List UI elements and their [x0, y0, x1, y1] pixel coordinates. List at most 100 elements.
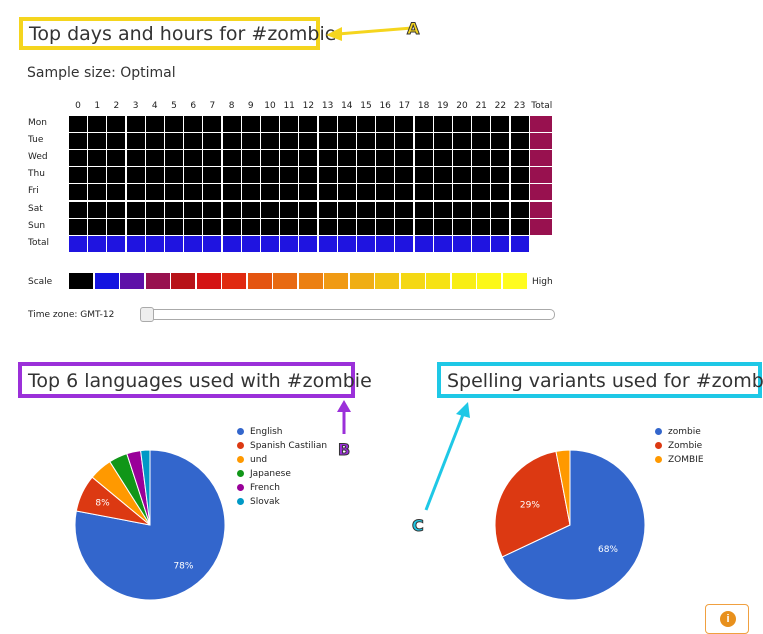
heatmap-cell[interactable]	[107, 184, 126, 201]
heatmap-cell[interactable]	[376, 235, 395, 252]
heatmap-cell[interactable]	[299, 150, 318, 167]
heatmap-cell[interactable]	[299, 201, 318, 218]
heatmap-cell[interactable]	[395, 116, 414, 132]
languages-legend-item[interactable]: Slovak	[237, 497, 280, 507]
heatmap-cell[interactable]	[203, 201, 222, 218]
spelling-legend-item[interactable]: ZOMBIE	[655, 455, 704, 465]
languages-slice[interactable]	[74, 449, 226, 601]
heatmap-cell[interactable]	[337, 235, 356, 252]
heatmap-cell[interactable]	[433, 167, 452, 184]
heatmap-cell[interactable]	[165, 167, 183, 184]
heatmap-cell[interactable]	[165, 235, 183, 252]
heatmap-cell[interactable]	[453, 167, 471, 184]
heatmap-cell[interactable]	[337, 167, 356, 184]
heatmap-cell[interactable]	[107, 218, 126, 235]
spelling-legend-item[interactable]: Zombie	[655, 441, 702, 451]
heatmap-cell[interactable]	[337, 150, 356, 167]
heatmap-cell[interactable]	[165, 201, 183, 218]
heatmap-cell[interactable]	[510, 218, 529, 235]
heatmap-cell[interactable]	[69, 116, 87, 132]
heatmap-cell[interactable]	[88, 150, 107, 167]
heatmap-cell[interactable]	[299, 184, 318, 201]
heatmap-cell[interactable]	[453, 218, 471, 235]
heatmap-cell[interactable]	[337, 218, 356, 235]
heatmap-cell[interactable]	[472, 218, 491, 235]
heatmap-cell[interactable]	[280, 133, 299, 150]
heatmap-cell[interactable]	[88, 116, 107, 132]
heatmap-cell[interactable]	[69, 235, 87, 252]
heatmap-cell[interactable]	[357, 235, 375, 252]
heatmap-cell[interactable]	[337, 184, 356, 201]
heatmap-cell[interactable]	[453, 184, 471, 201]
heatmap-cell[interactable]	[165, 150, 183, 167]
heatmap-cell[interactable]	[510, 184, 529, 201]
heatmap-cell[interactable]	[261, 167, 279, 184]
languages-slice[interactable]	[140, 449, 151, 526]
heatmap-cell[interactable]	[414, 150, 433, 167]
heatmap-cell[interactable]	[69, 218, 87, 235]
heatmap-cell[interactable]	[299, 133, 318, 150]
heatmap-cell[interactable]	[472, 184, 491, 201]
spelling-legend-item[interactable]: zombie	[655, 427, 701, 437]
heatmap-cell[interactable]	[529, 218, 552, 235]
heatmap-cell[interactable]	[510, 116, 529, 132]
heatmap-cell[interactable]	[145, 150, 164, 167]
heatmap-cell[interactable]	[126, 235, 145, 252]
heatmap-cell[interactable]	[126, 184, 145, 201]
heatmap-cell[interactable]	[222, 150, 241, 167]
heatmap-cell[interactable]	[318, 201, 337, 218]
heatmap-cell[interactable]	[529, 150, 552, 167]
spelling-slice[interactable]	[501, 449, 646, 601]
heatmap-cell[interactable]	[453, 201, 471, 218]
heatmap-cell[interactable]	[414, 218, 433, 235]
heatmap-cell[interactable]	[376, 167, 395, 184]
heatmap-cell[interactable]	[222, 201, 241, 218]
heatmap-cell[interactable]	[510, 133, 529, 150]
heatmap-cell[interactable]	[222, 218, 241, 235]
heatmap-cell[interactable]	[376, 150, 395, 167]
heatmap-cell[interactable]	[414, 167, 433, 184]
heatmap-cell[interactable]	[241, 116, 260, 132]
heatmap-cell[interactable]	[241, 218, 260, 235]
heatmap-cell[interactable]	[472, 116, 491, 132]
heatmap-cell[interactable]	[472, 133, 491, 150]
heatmap-cell[interactable]	[414, 235, 433, 252]
heatmap-cell[interactable]	[318, 235, 337, 252]
heatmap-cell[interactable]	[299, 218, 318, 235]
heatmap-cell[interactable]	[414, 184, 433, 201]
heatmap-cell[interactable]	[472, 201, 491, 218]
heatmap-cell[interactable]	[280, 235, 299, 252]
heatmap-cell[interactable]	[203, 218, 222, 235]
heatmap-cell[interactable]	[261, 218, 279, 235]
heatmap-cell[interactable]	[69, 201, 87, 218]
heatmap-cell[interactable]	[491, 235, 510, 252]
heatmap-cell[interactable]	[280, 218, 299, 235]
heatmap-cell[interactable]	[453, 133, 471, 150]
heatmap-cell[interactable]	[203, 184, 222, 201]
heatmap-cell[interactable]	[395, 133, 414, 150]
heatmap-cell[interactable]	[376, 133, 395, 150]
heatmap-cell[interactable]	[241, 150, 260, 167]
heatmap-cell[interactable]	[88, 201, 107, 218]
heatmap-cell[interactable]	[184, 218, 203, 235]
heatmap-cell[interactable]	[203, 116, 222, 132]
heatmap-cell[interactable]	[165, 184, 183, 201]
heatmap-cell[interactable]	[241, 133, 260, 150]
heatmap-cell[interactable]	[433, 218, 452, 235]
heatmap-cell[interactable]	[241, 201, 260, 218]
heatmap-cell[interactable]	[395, 218, 414, 235]
heatmap-cell[interactable]	[395, 184, 414, 201]
heatmap-cell[interactable]	[184, 167, 203, 184]
heatmap-cell[interactable]	[491, 116, 510, 132]
heatmap-cell[interactable]	[107, 201, 126, 218]
languages-legend-item[interactable]: Spanish Castilian	[237, 441, 327, 451]
heatmap-cell[interactable]	[241, 184, 260, 201]
heatmap-cell[interactable]	[126, 218, 145, 235]
heatmap-cell[interactable]	[491, 133, 510, 150]
heatmap-cell[interactable]	[357, 201, 375, 218]
heatmap-cell[interactable]	[280, 150, 299, 167]
languages-legend-item[interactable]: English	[237, 427, 283, 437]
heatmap-cell[interactable]	[453, 116, 471, 132]
heatmap-cell[interactable]	[126, 150, 145, 167]
heatmap-cell[interactable]	[107, 116, 126, 132]
